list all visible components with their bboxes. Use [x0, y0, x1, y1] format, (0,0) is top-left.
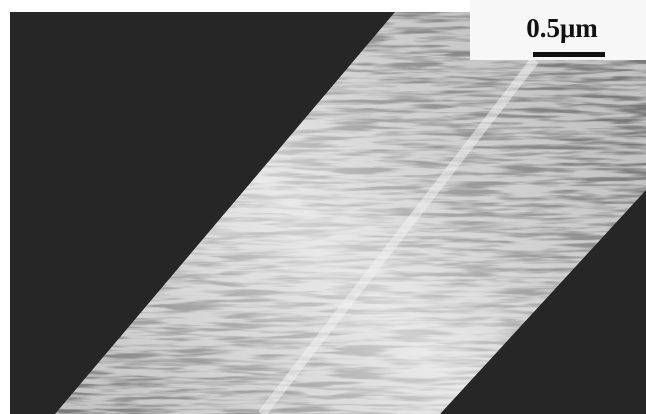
micrograph: 0.5μm: [0, 0, 646, 414]
page: 0.5μm (() => { const data = JSON.parse(d…: [0, 0, 646, 414]
scale-line: [533, 52, 605, 57]
scale-label: 0.5μm: [526, 13, 598, 43]
scale-bar: 0.5μm: [470, 0, 646, 60]
